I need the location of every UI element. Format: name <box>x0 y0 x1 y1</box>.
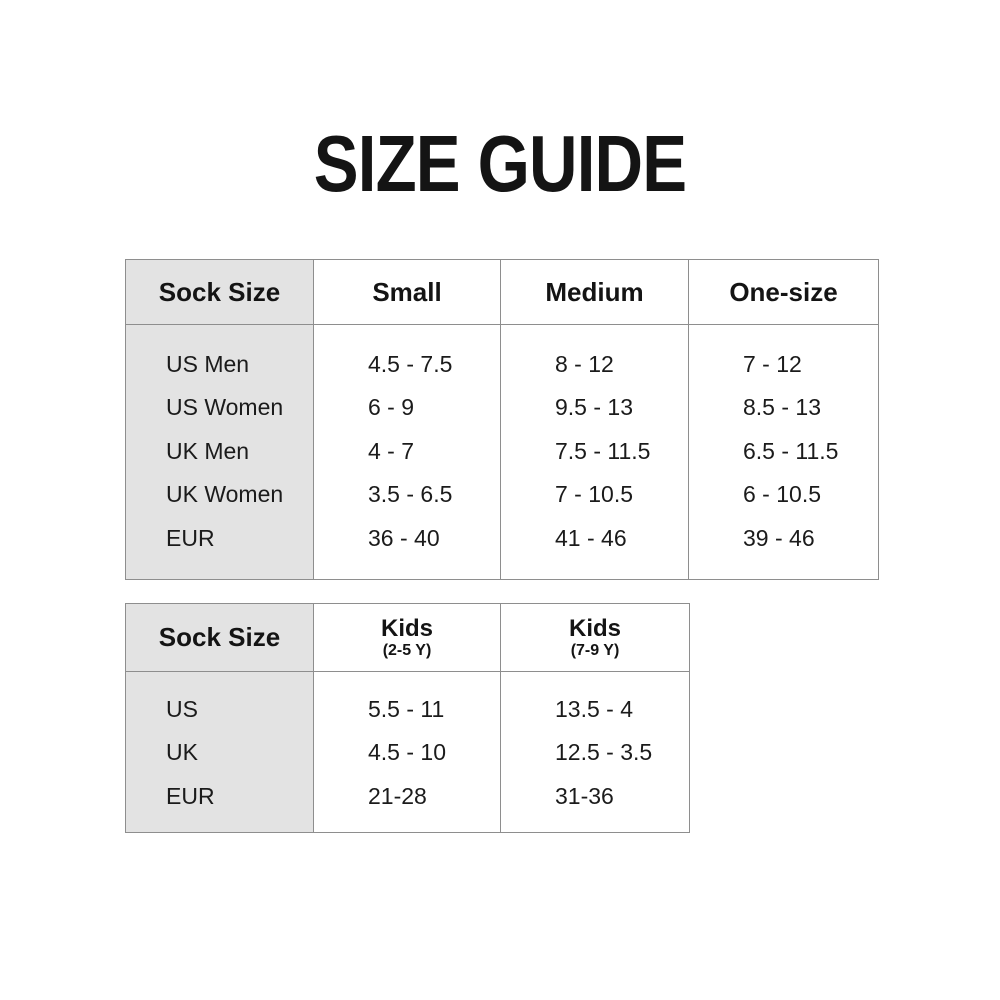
row-label: UK Women <box>125 473 314 517</box>
kids-header-age-range: (7-9 Y) <box>570 641 620 659</box>
page-title: SIZE GUIDE <box>313 119 687 208</box>
row-label: EUR <box>125 516 314 579</box>
size-cell: 13.5 - 4 <box>500 671 690 731</box>
kids-header-title: Kids <box>568 614 621 642</box>
size-cell: 36 - 40 <box>313 516 501 579</box>
table-row-eur: EUR 36 - 40 41 - 46 39 - 46 <box>125 516 879 579</box>
kids-size-table: Sock Size Kids (2-5 Y) Kids (7-9 Y) US 5… <box>125 603 690 833</box>
table-row-us: US 5.5 - 11 13.5 - 4 <box>125 671 690 731</box>
size-cell: 4.5 - 7.5 <box>313 324 501 386</box>
size-cell: 21-28 <box>313 774 501 833</box>
size-cell: 7 - 10.5 <box>500 473 689 517</box>
size-cell: 8 - 12 <box>500 324 689 386</box>
column-header-kids-2-5: Kids (2-5 Y) <box>313 603 501 672</box>
table-row-us-men: US Men 4.5 - 7.5 8 - 12 7 - 12 <box>125 324 879 386</box>
size-cell: 6 - 10.5 <box>688 473 879 517</box>
corner-header-sock-size: Sock Size <box>125 259 314 325</box>
column-header-one-size: One-size <box>688 259 879 325</box>
size-cell: 6 - 9 <box>313 386 501 430</box>
kids-header-age-range: (2-5 Y) <box>382 641 432 659</box>
column-header-medium: Medium <box>500 259 689 325</box>
row-label: UK Men <box>125 429 314 473</box>
size-cell: 39 - 46 <box>688 516 879 579</box>
row-label: UK <box>125 731 314 775</box>
size-cell: 6.5 - 11.5 <box>688 429 879 473</box>
table-row-uk: UK 4.5 - 10 12.5 - 3.5 <box>125 731 690 775</box>
size-cell: 41 - 46 <box>500 516 689 579</box>
table-row-eur: EUR 21-28 31-36 <box>125 774 690 833</box>
row-label: US Men <box>125 324 314 386</box>
size-cell: 3.5 - 6.5 <box>313 473 501 517</box>
row-label: US <box>125 671 314 731</box>
size-cell: 31-36 <box>500 774 690 833</box>
adult-header-row: Sock Size Small Medium One-size <box>125 259 879 325</box>
size-cell: 5.5 - 11 <box>313 671 501 731</box>
size-cell: 9.5 - 13 <box>500 386 689 430</box>
size-cell: 7 - 12 <box>688 324 879 386</box>
table-row-us-women: US Women 6 - 9 9.5 - 13 8.5 - 13 <box>125 386 879 430</box>
column-header-small: Small <box>313 259 501 325</box>
size-cell: 8.5 - 13 <box>688 386 879 430</box>
table-row-uk-men: UK Men 4 - 7 7.5 - 11.5 6.5 - 11.5 <box>125 429 879 473</box>
row-label: US Women <box>125 386 314 430</box>
size-cell: 7.5 - 11.5 <box>500 429 689 473</box>
kids-header-title: Kids <box>380 614 433 642</box>
size-cell: 4 - 7 <box>313 429 501 473</box>
size-cell: 12.5 - 3.5 <box>500 731 690 775</box>
row-label: EUR <box>125 774 314 833</box>
corner-header-sock-size: Sock Size <box>125 603 314 672</box>
adult-size-table: Sock Size Small Medium One-size US Men 4… <box>125 259 879 580</box>
table-row-uk-women: UK Women 3.5 - 6.5 7 - 10.5 6 - 10.5 <box>125 473 879 517</box>
kids-header-row: Sock Size Kids (2-5 Y) Kids (7-9 Y) <box>125 603 690 672</box>
column-header-kids-7-9: Kids (7-9 Y) <box>500 603 690 672</box>
size-cell: 4.5 - 10 <box>313 731 501 775</box>
